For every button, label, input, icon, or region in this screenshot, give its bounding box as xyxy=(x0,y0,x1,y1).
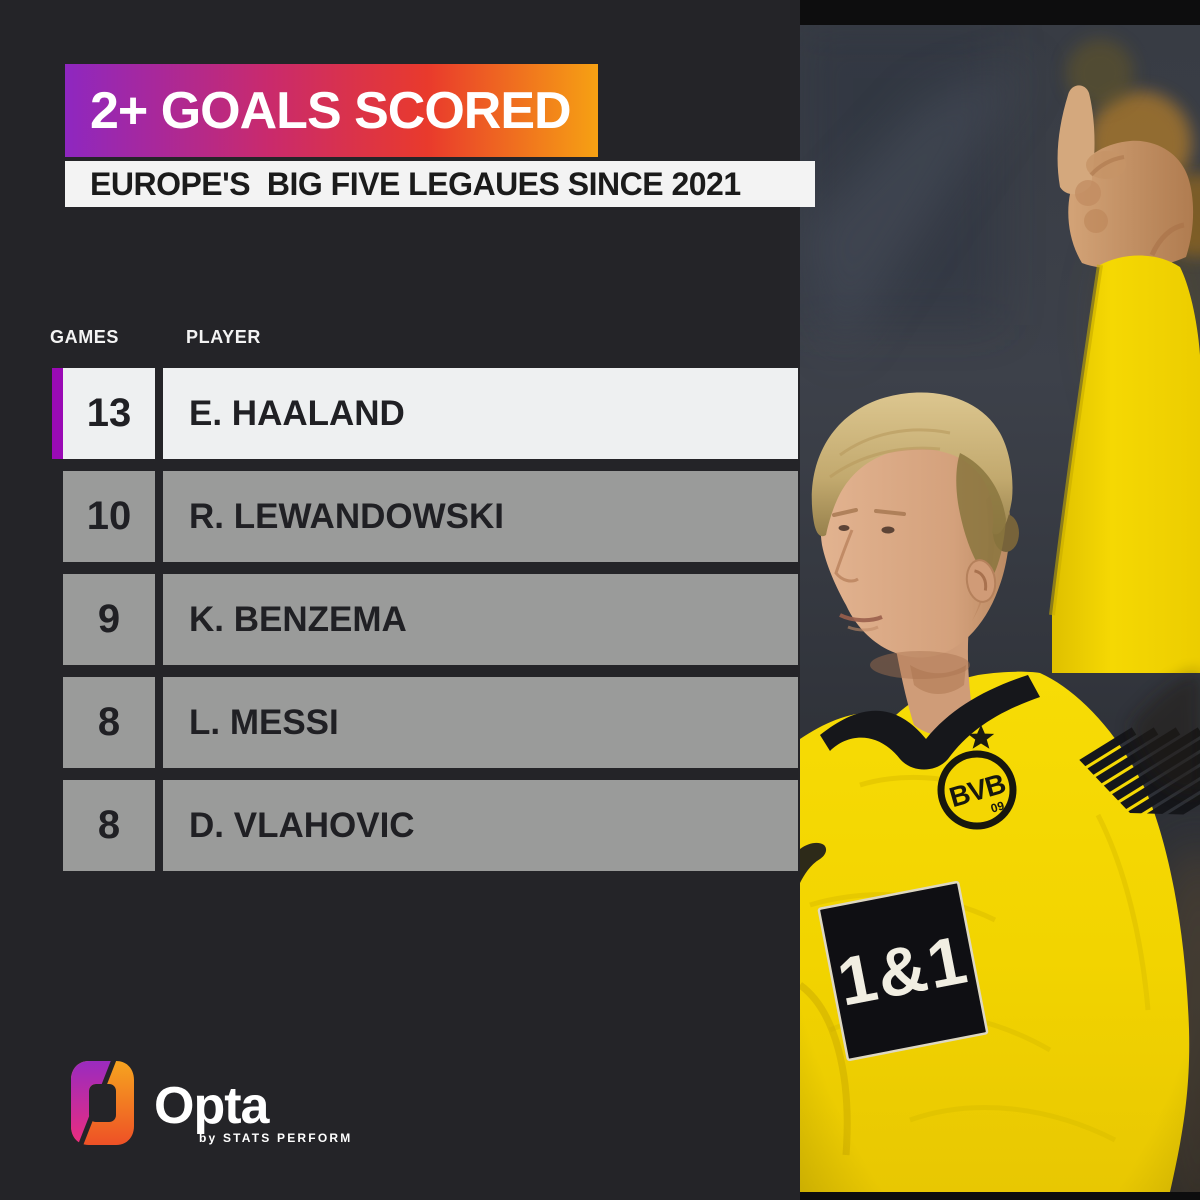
player-cell: K. BENZEMA xyxy=(163,574,798,665)
player-name: E. HAALAND xyxy=(189,393,405,433)
games-cell: 9 xyxy=(63,574,155,665)
player-photo: BVB 09 1&1 xyxy=(800,25,1200,1192)
opta-logo-icon xyxy=(71,1061,134,1145)
player-name: L. MESSI xyxy=(189,702,339,742)
games-cell: 8 xyxy=(63,677,155,768)
player-column-header: PLAYER xyxy=(186,327,261,347)
games-cell: 13 xyxy=(63,368,155,459)
games-cell: 10 xyxy=(63,471,155,562)
rank-highlight-bar xyxy=(52,368,63,459)
player-name: R. LEWANDOWSKI xyxy=(189,496,504,536)
page-subtitle: EUROPE'S BIG FIVE LEGAUES SINCE 2021 xyxy=(90,165,741,202)
subtitle-banner: EUROPE'S BIG FIVE LEGAUES SINCE 2021 xyxy=(65,161,815,207)
games-cell: 8 xyxy=(63,780,155,871)
player-photo-art: BVB 09 1&1 xyxy=(800,25,1200,1192)
photo-column: BVB 09 1&1 xyxy=(800,0,1200,1200)
player-name: K. BENZEMA xyxy=(189,599,407,639)
player-cell: R. LEWANDOWSKI xyxy=(163,471,798,562)
stats-perform-byline: by STATS PERFORM xyxy=(199,1131,353,1145)
opta-wordmark: Opta xyxy=(154,1077,269,1135)
player-cell: E. HAALAND xyxy=(163,368,798,459)
player-cell: D. VLAHOVIC xyxy=(163,780,798,871)
player-cell: L. MESSI xyxy=(163,677,798,768)
player-name: D. VLAHOVIC xyxy=(189,805,415,845)
page-title: 2+ GOALS SCORED xyxy=(90,81,572,140)
games-column-header: GAMES xyxy=(50,327,120,347)
title-banner: 2+ GOALS SCORED xyxy=(65,64,598,157)
